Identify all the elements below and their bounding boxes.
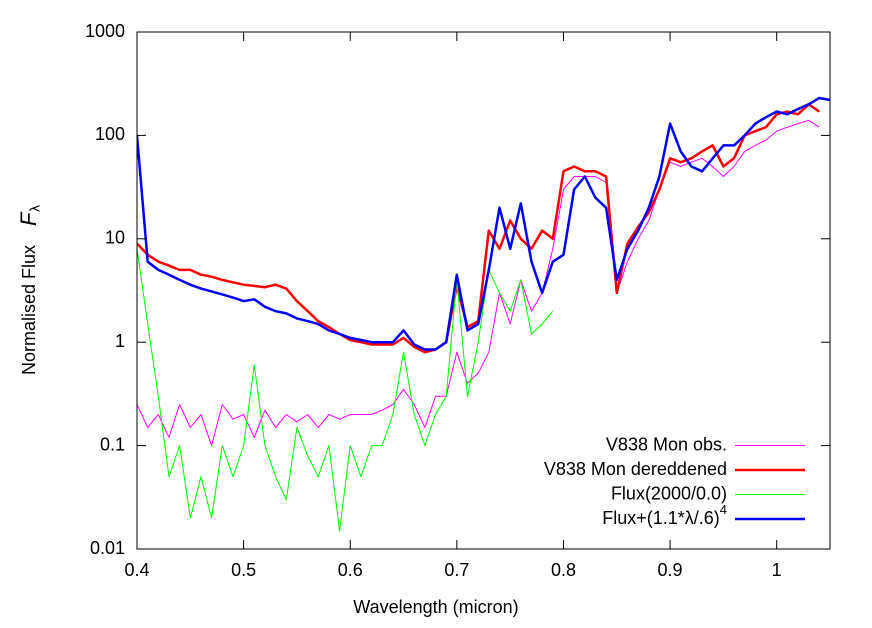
series-line: [137, 103, 821, 354]
y-axis-label-var: F: [16, 211, 41, 226]
legend-label-text: Flux+(1.1*λ/.6): [602, 508, 720, 528]
series-line: [137, 119, 820, 447]
series-line: [137, 96, 830, 351]
x-tick-label: 0.9: [658, 560, 683, 580]
y-tick-label: 0.01: [90, 538, 125, 558]
y-tick-label: 0.1: [100, 434, 125, 454]
legend-label: Flux(2000/0.0): [611, 483, 727, 503]
y-axis-label: Normalised Flux F λ: [16, 205, 43, 375]
series-line: [137, 248, 554, 532]
legend-label-text: V838 Mon obs.: [606, 434, 727, 454]
x-tick-label: 0.7: [444, 560, 469, 580]
legend-label-text: V838 Mon dereddened: [544, 459, 727, 479]
y-tick-label: 1: [115, 331, 125, 351]
x-tick-label: 0.6: [338, 560, 363, 580]
y-axis-label-sub: λ: [27, 205, 43, 212]
x-tick-label: 0.8: [551, 560, 576, 580]
x-tick-label: 1: [772, 560, 782, 580]
y-tick-label: 10: [105, 228, 125, 248]
y-axis-label-text: Normalised Flux: [19, 245, 39, 375]
x-axis-label: Wavelength (micron): [353, 597, 518, 617]
x-tick-label: 0.5: [231, 560, 256, 580]
legend-label-text: Flux(2000/0.0): [611, 483, 727, 503]
plot-frame: [136, 31, 831, 550]
x-tick-label: 0.4: [124, 560, 149, 580]
legend-label: Flux+(1.1*λ/.6)4: [602, 502, 727, 527]
y-tick-label: 1000: [85, 21, 125, 41]
plot-lines: [137, 96, 830, 532]
legend-label: V838 Mon dereddened: [544, 459, 727, 479]
y-tick-label: 100: [95, 124, 125, 144]
legend-label: V838 Mon obs.: [606, 434, 727, 454]
legend-label-sup: 4: [720, 502, 727, 517]
